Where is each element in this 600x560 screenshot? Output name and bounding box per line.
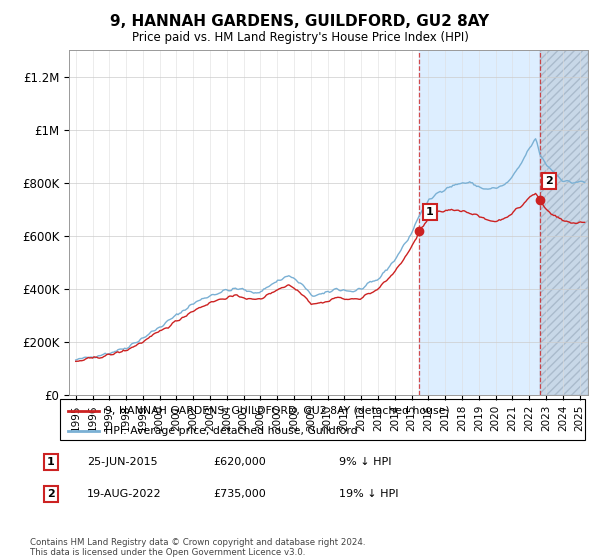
Text: Contains HM Land Registry data © Crown copyright and database right 2024.
This d: Contains HM Land Registry data © Crown c… <box>30 538 365 557</box>
Text: 19% ↓ HPI: 19% ↓ HPI <box>339 489 398 499</box>
Text: HPI: Average price, detached house, Guildford: HPI: Average price, detached house, Guil… <box>104 426 357 436</box>
Text: 9% ↓ HPI: 9% ↓ HPI <box>339 457 391 467</box>
Text: 19-AUG-2022: 19-AUG-2022 <box>87 489 161 499</box>
Text: 9, HANNAH GARDENS, GUILDFORD, GU2 8AY: 9, HANNAH GARDENS, GUILDFORD, GU2 8AY <box>110 14 490 29</box>
Text: 2: 2 <box>47 489 55 499</box>
Bar <box>540 50 588 395</box>
Bar <box>419 50 540 395</box>
Text: 2: 2 <box>545 176 553 186</box>
Text: £620,000: £620,000 <box>213 457 266 467</box>
Text: 1: 1 <box>47 457 55 467</box>
Text: Price paid vs. HM Land Registry's House Price Index (HPI): Price paid vs. HM Land Registry's House … <box>131 31 469 44</box>
Text: 25-JUN-2015: 25-JUN-2015 <box>87 457 158 467</box>
Bar <box>540 50 588 395</box>
Text: £735,000: £735,000 <box>213 489 266 499</box>
Text: 9, HANNAH GARDENS, GUILDFORD, GU2 8AY (detached house): 9, HANNAH GARDENS, GUILDFORD, GU2 8AY (d… <box>104 405 449 416</box>
Text: 1: 1 <box>426 207 434 217</box>
